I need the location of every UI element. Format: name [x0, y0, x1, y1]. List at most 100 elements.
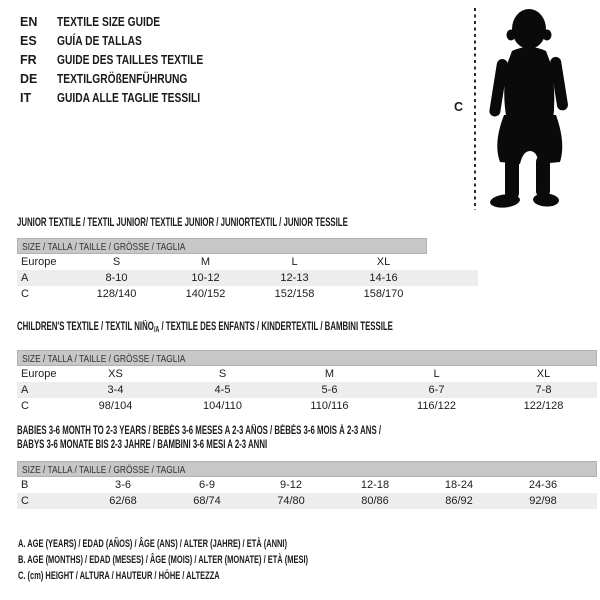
filler-cell	[585, 493, 597, 509]
size-cell: 80/86	[333, 493, 417, 509]
size-cell: 158/170	[363, 288, 404, 300]
table-row: Europe S M L XL	[17, 254, 478, 270]
title-part: CHILDREN'S TEXTILE / TEXTIL NIÑO	[17, 321, 154, 333]
title-part: / TEXTILE DES ENFANTS / KINDERTEXTIL / B…	[159, 321, 393, 333]
size-header-text: SIZE / TALLA / TAILLE / GRÖSSE / TAGLIA	[22, 353, 186, 365]
language-row: FR GUIDE DES TAILLES TEXTILE	[20, 51, 235, 70]
language-code: EN	[20, 15, 38, 29]
size-header-text: SIZE / TALLA / TAILLE / GRÖSSE / TAGLIA	[22, 241, 186, 253]
language-row: DE TEXTILGRÖßENFÜHRUNG	[20, 70, 235, 89]
size-cell: 86/92	[417, 493, 501, 509]
language-label: TEXTILE SIZE GUIDE	[57, 15, 161, 29]
size-cell: XL	[536, 368, 551, 380]
row-label-cell: C	[21, 400, 29, 412]
section-babies: BABIES 3-6 MONTH TO 2-3 YEARS / BEBÉS 3-…	[17, 424, 597, 509]
size-cell: 24-36	[528, 479, 558, 491]
size-table-junior: Europe S M L XL A 8-10 10-12 12-13 14-16…	[17, 254, 478, 302]
language-row: IT GUIDA ALLE TAGLIE TESSILI	[20, 89, 235, 108]
size-table-children: Europe XS S M L XL A 3-4 4-5 5-6 6-7 7-8…	[17, 366, 597, 414]
language-label: GUIDA ALLE TAGLIE TESSILI	[57, 91, 201, 105]
size-cell: 5-6	[276, 382, 383, 398]
language-code: DE	[20, 72, 38, 86]
table-row: B 3-6 6-9 9-12 12-18 18-24 24-36	[17, 477, 597, 493]
row-label-cell: C	[21, 288, 29, 300]
section-title: BABIES 3-6 MONTH TO 2-3 YEARS / BEBÉS 3-…	[17, 424, 597, 438]
size-cell: 98/104	[98, 400, 133, 412]
language-code: FR	[20, 53, 37, 67]
filler-cell	[428, 254, 478, 270]
language-row: ES GUÍA DE TALLAS	[20, 32, 235, 51]
size-cell: 18-24	[444, 479, 474, 491]
size-header-bar: SIZE / TALLA / TAILLE / GRÖSSE / TAGLIA	[17, 238, 427, 254]
table-row: A 8-10 10-12 12-13 14-16	[17, 270, 478, 286]
title-subscript: /A	[153, 325, 160, 334]
size-cell: 122/128	[523, 400, 564, 412]
filler-cell	[428, 270, 478, 286]
language-row: EN TEXTILE SIZE GUIDE	[20, 13, 235, 32]
size-header-text: SIZE / TALLA / TAILLE / GRÖSSE / TAGLIA	[22, 464, 186, 476]
legend: A. AGE (YEARS) / EDAD (AÑOS) / ÂGE (ANS)…	[18, 536, 445, 584]
size-cell: 6-9	[199, 479, 215, 491]
language-code: ES	[20, 34, 37, 48]
section-title-line1: BABIES 3-6 MONTH TO 2-3 YEARS / BEBÉS 3-…	[17, 425, 382, 437]
row-label-cell: B	[21, 479, 29, 491]
table-row: Europe XS S M L XL	[17, 366, 597, 382]
size-cell: XL	[376, 256, 391, 268]
legend-text: C. (cm) HEIGHT / ALTURA / HAUTEUR / HÖHE…	[18, 570, 220, 582]
size-cell: 68/74	[165, 493, 249, 509]
size-cell: 128/140	[96, 288, 137, 300]
section-title-text: JUNIOR TEXTILE / TEXTIL JUNIOR/ TEXTILE …	[17, 217, 348, 229]
language-label: TEXTILGRÖßENFÜHRUNG	[57, 72, 188, 86]
baby-silhouette-icon	[489, 9, 568, 208]
size-cell: 8-10	[72, 270, 161, 286]
size-cell: 12-13	[250, 270, 339, 286]
language-list: EN TEXTILE SIZE GUIDE ES GUÍA DE TALLAS FR…	[20, 13, 235, 108]
section-title-line2: BABYS 3-6 MONATE BIS 2-3 JAHRE / BAMBINI…	[17, 439, 268, 451]
size-cell: 3-4	[62, 382, 169, 398]
size-cell: 116/122	[417, 400, 456, 412]
section-title: JUNIOR TEXTILE / TEXTIL JUNIOR/ TEXTILE …	[17, 216, 503, 230]
size-cell: 4-5	[169, 382, 276, 398]
filler-cell	[585, 477, 597, 493]
table-row: C 98/104 104/110 110/116 116/122 122/128	[17, 398, 597, 414]
section-children: CHILDREN'S TEXTILE / TEXTIL NIÑO/A / TEX…	[17, 320, 597, 414]
filler-cell	[428, 286, 478, 302]
size-cell: 140/152	[185, 288, 226, 300]
row-label-cell: Europe	[21, 368, 57, 380]
size-cell: 12-18	[360, 479, 390, 491]
section-title-text: CHILDREN'S TEXTILE / TEXTIL NIÑO/A / TEX…	[17, 320, 393, 337]
row-label-cell: C	[17, 493, 81, 509]
size-cell: 7-8	[490, 382, 597, 398]
row-label-cell: A	[17, 270, 72, 286]
section-title: CHILDREN'S TEXTILE / TEXTIL NIÑO/A / TEX…	[17, 320, 597, 337]
table-row: A 3-4 4-5 5-6 6-7 7-8	[17, 382, 597, 398]
size-cell: 110/116	[310, 400, 349, 412]
section-junior: JUNIOR TEXTILE / TEXTIL JUNIOR/ TEXTILE …	[17, 216, 503, 302]
size-table-babies: B 3-6 6-9 9-12 12-18 18-24 24-36 C 62/68…	[17, 477, 597, 509]
legend-line-b: B. AGE (MONTHS) / EDAD (MESES) / ÂGE (MO…	[18, 552, 445, 568]
size-header-bar: SIZE / TALLA / TAILLE / GRÖSSE / TAGLIA	[17, 350, 597, 366]
size-cell: 3-6	[115, 479, 131, 491]
language-code: IT	[20, 91, 32, 105]
size-cell: 104/110	[203, 400, 242, 412]
size-cell: S	[218, 368, 227, 380]
legend-line-c: C. (cm) HEIGHT / ALTURA / HAUTEUR / HÖHE…	[18, 568, 445, 584]
section-title: BABYS 3-6 MONATE BIS 2-3 JAHRE / BAMBINI…	[17, 438, 597, 452]
height-dotted-line	[474, 8, 476, 210]
size-cell: 74/80	[249, 493, 333, 509]
row-label-cell: Europe	[21, 256, 57, 268]
size-cell: 152/158	[274, 288, 315, 300]
size-cell: 9-12	[279, 479, 303, 491]
size-cell: 62/68	[81, 493, 165, 509]
size-cell: L	[433, 368, 440, 380]
size-cell: XS	[108, 368, 123, 380]
language-label: GUIDE DES TAILLES TEXTILE	[57, 53, 204, 67]
table-row: C 62/68 68/74 74/80 80/86 86/92 92/98	[17, 493, 597, 509]
legend-text: B. AGE (MONTHS) / EDAD (MESES) / ÂGE (MO…	[18, 554, 309, 566]
legend-line-a: A. AGE (YEARS) / EDAD (AÑOS) / ÂGE (ANS)…	[18, 536, 445, 552]
size-cell: L	[291, 256, 298, 268]
size-cell: M	[200, 256, 211, 268]
size-cell: 6-7	[383, 382, 490, 398]
size-cell: S	[112, 256, 121, 268]
